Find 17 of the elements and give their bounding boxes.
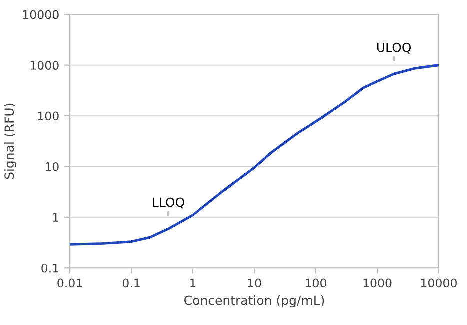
x-tick-label: 10 — [248, 278, 262, 288]
y-tick-label: 100 — [38, 112, 59, 121]
x-tick-label: 1000 — [364, 278, 392, 288]
y-tick-label: 10000 — [23, 10, 59, 20]
y-tick-label: 1 — [53, 213, 59, 222]
x-tick-label: 100 — [306, 278, 326, 288]
y-tick-label: 1000 — [30, 61, 59, 70]
x-axis-title: Concentration (pg/mL) — [184, 296, 324, 308]
x-tick-label: 1 — [190, 278, 196, 288]
y-axis-title: Signal (RFU) — [4, 104, 17, 180]
x-tick-label: 10000 — [422, 278, 457, 288]
x-tick-label: 0.1 — [122, 278, 140, 288]
x-tick-label: 0.01 — [58, 278, 82, 288]
y-tick-label: 10 — [46, 162, 59, 172]
y-tick-label: 0.1 — [42, 264, 59, 273]
annotation: ULOQ — [377, 42, 412, 54]
annotation: LLOQ — [153, 198, 184, 209]
